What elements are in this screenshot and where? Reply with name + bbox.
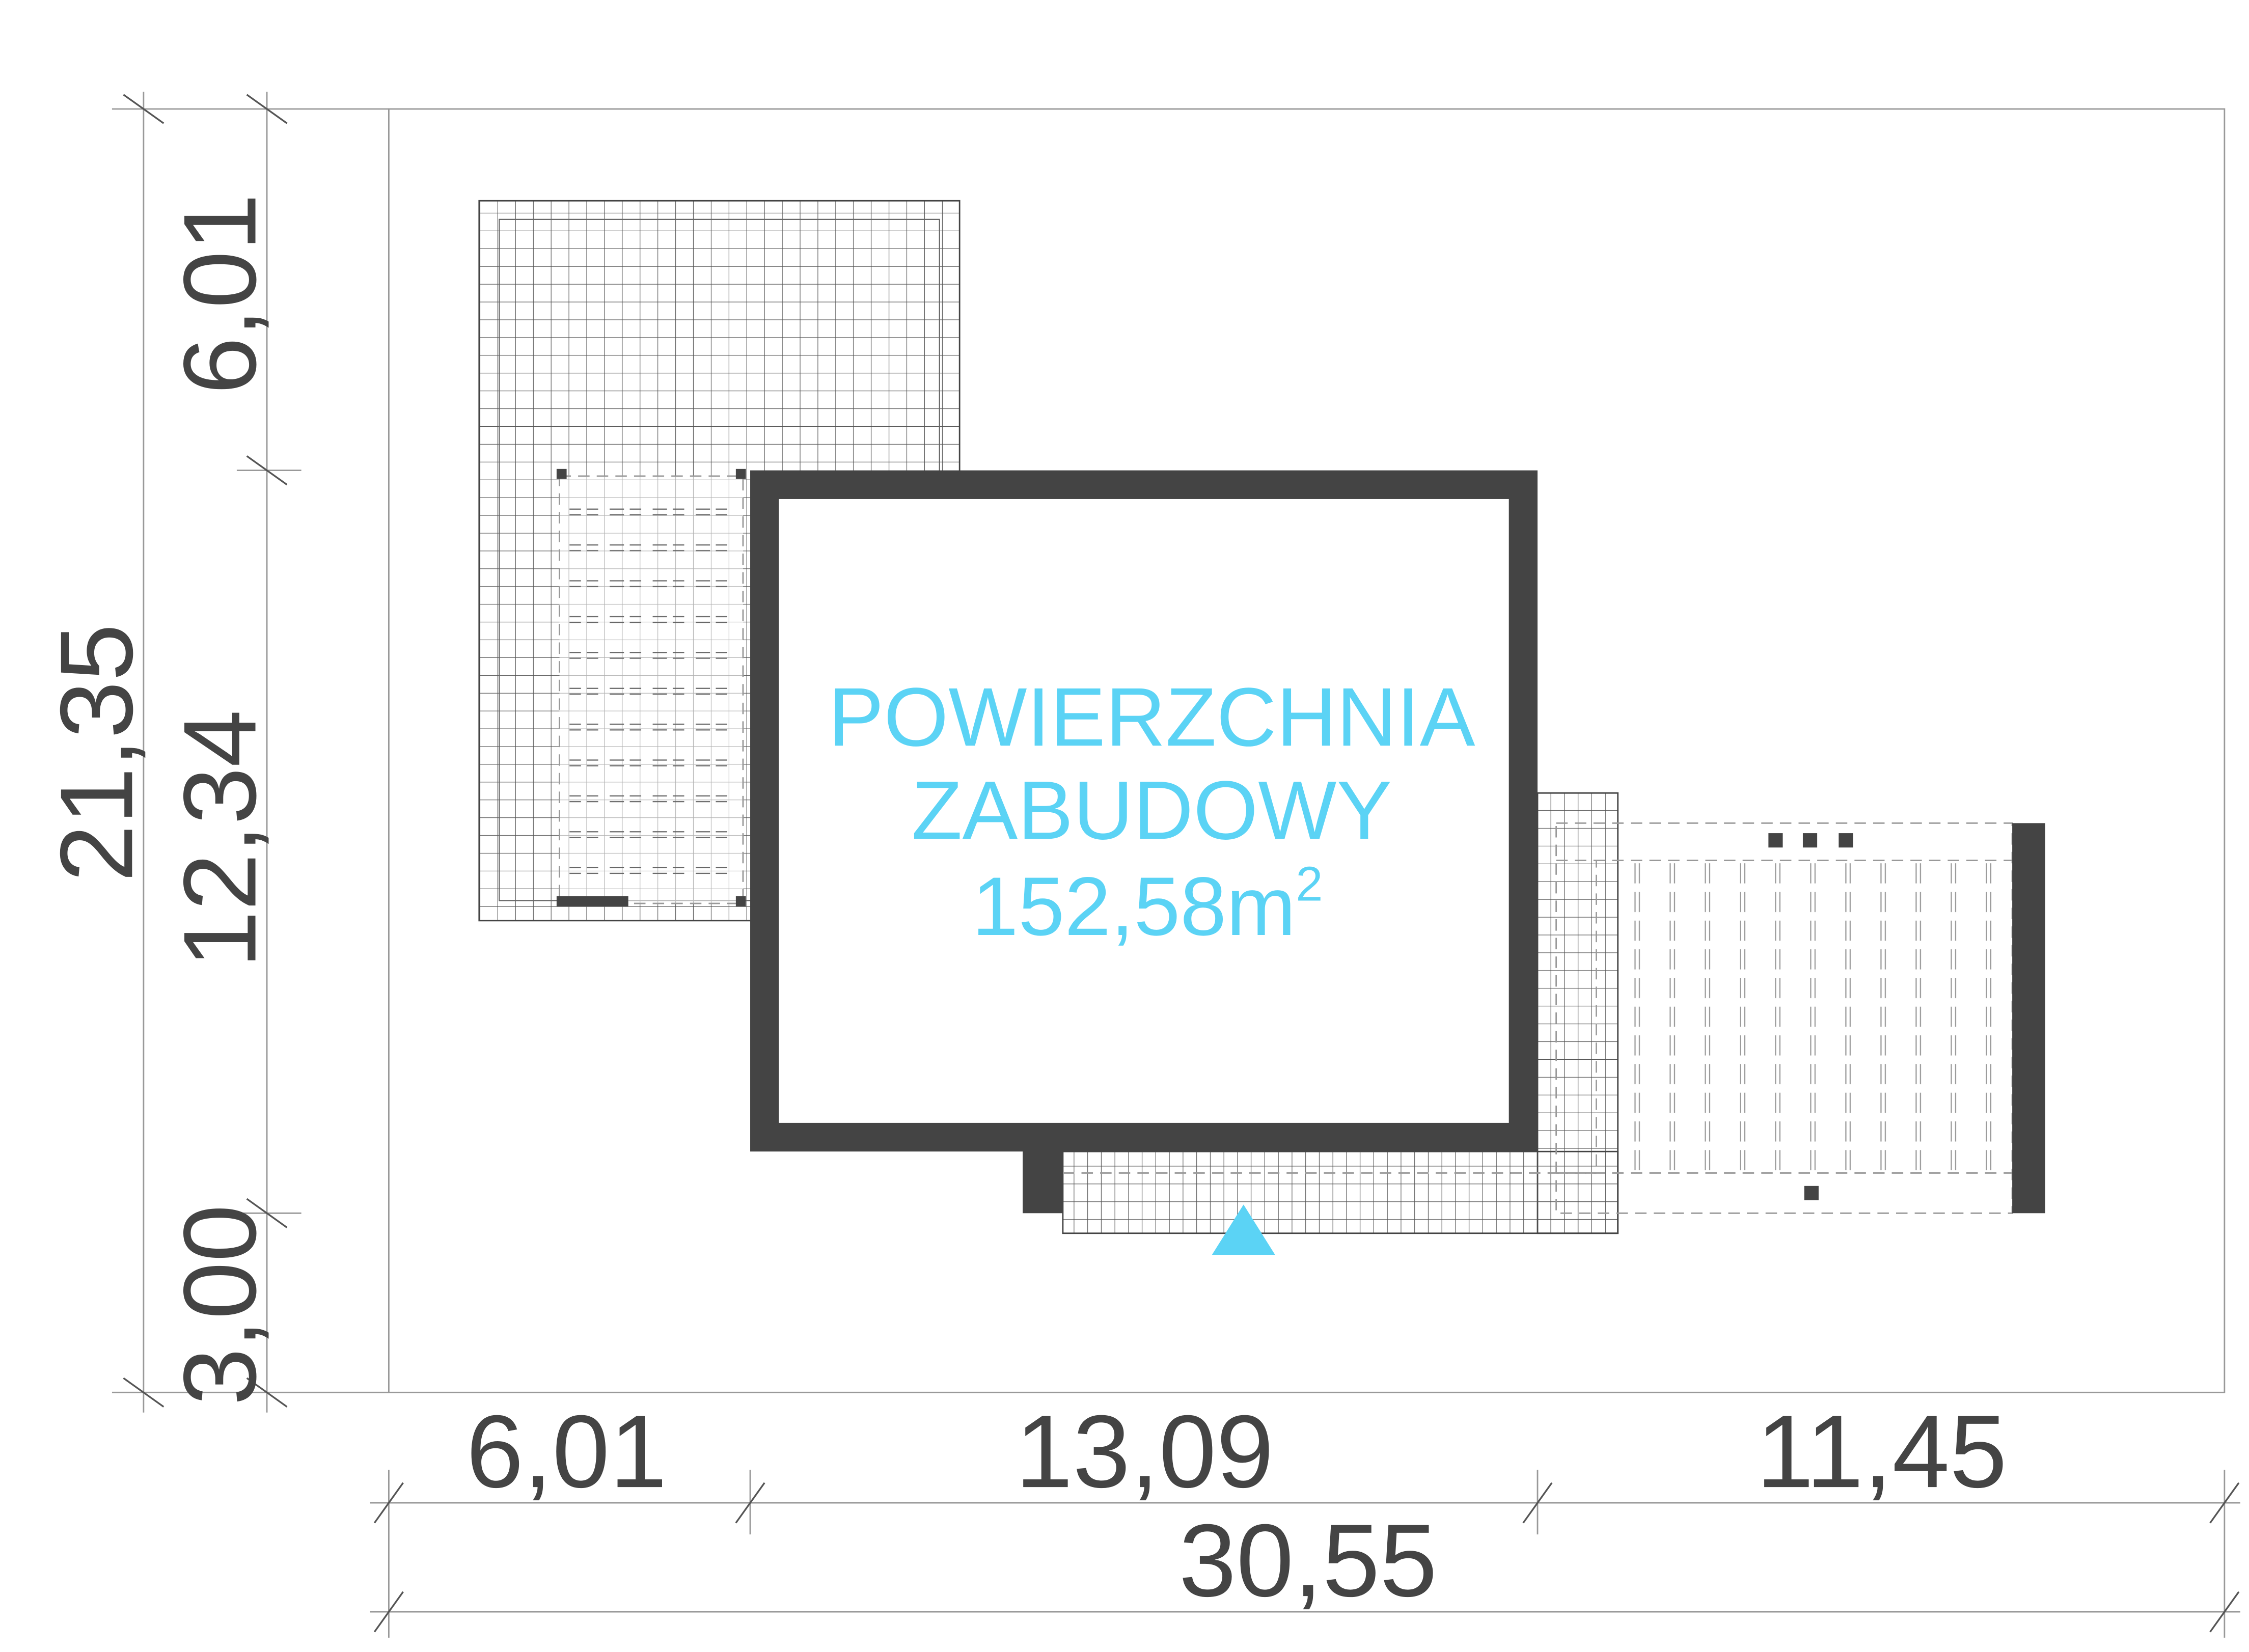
post xyxy=(1802,833,1818,848)
plot-boundary xyxy=(388,108,2226,1393)
dim-vertical-top: 6,01 xyxy=(162,194,278,395)
post xyxy=(1768,833,1783,848)
building-area-label: POWIERZCHNIA xyxy=(828,670,1475,763)
dim-horizontal-middle: 13,09 xyxy=(1016,1393,1274,1509)
pergola-wall xyxy=(2012,823,2045,1214)
building-outline xyxy=(750,470,1538,1152)
dim-vertical-total: 21,35 xyxy=(38,624,154,882)
building-area-label-2: ZABUDOWY xyxy=(912,763,1392,857)
dim-horizontal-total: 30,55 xyxy=(1179,1502,1437,1618)
post xyxy=(556,469,567,479)
vertical-dimensions xyxy=(112,92,389,1413)
dim-vertical-bottom: 3,00 xyxy=(162,1204,278,1406)
dim-horizontal-right: 11,45 xyxy=(1757,1393,2007,1509)
wall-stub xyxy=(1023,1147,1063,1214)
entrance-triangle-icon xyxy=(1212,1204,1275,1255)
bottom-terrace-hatch xyxy=(1062,1150,1619,1234)
dim-horizontal-left: 6,01 xyxy=(466,1393,667,1509)
pergola xyxy=(1555,822,2045,1214)
post xyxy=(1839,833,1853,848)
post xyxy=(735,896,746,906)
post xyxy=(735,469,746,479)
bar xyxy=(556,896,628,906)
horizontal-dimensions xyxy=(370,1470,2240,1638)
post xyxy=(1804,1186,1819,1200)
building-area-value: 152,58m2 xyxy=(972,857,1323,953)
dim-vertical-middle: 12,34 xyxy=(162,710,278,968)
